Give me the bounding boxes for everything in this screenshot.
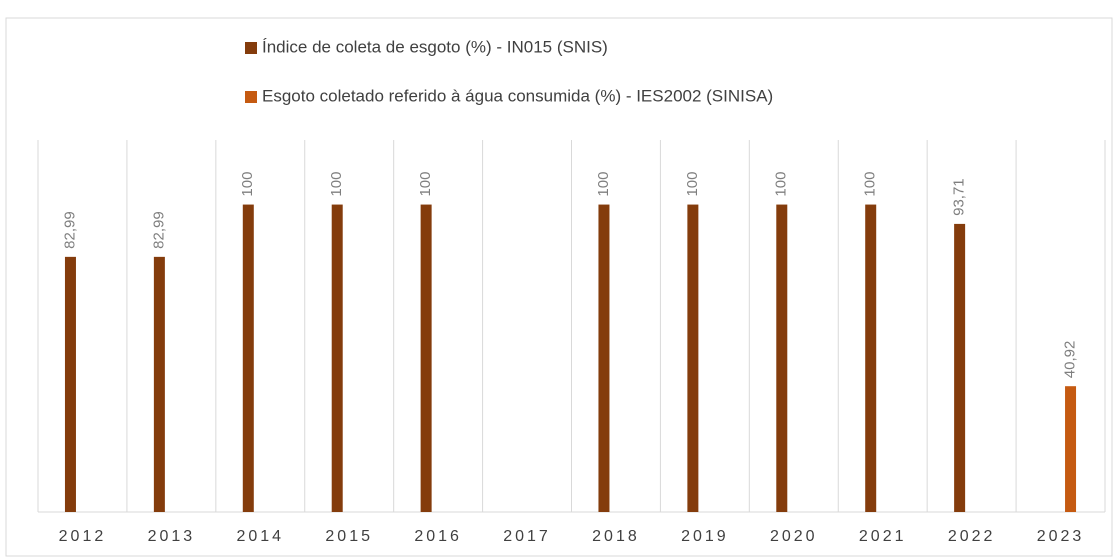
- bar: [1065, 386, 1077, 512]
- bar: [776, 204, 788, 512]
- value-label: 82,99: [61, 211, 78, 249]
- bar: [954, 223, 966, 512]
- x-tick-label: 2012: [59, 528, 107, 545]
- value-label: 100: [773, 172, 790, 197]
- chart-frame: [5, 17, 1113, 557]
- x-tick-label: 2022: [948, 528, 996, 545]
- bar: [153, 256, 165, 512]
- bar: [865, 204, 877, 512]
- legend-label: Esgoto coletado referido à água consumid…: [262, 86, 773, 105]
- x-tick-label: 2021: [859, 528, 907, 545]
- value-label: 100: [239, 172, 256, 197]
- bar: [331, 204, 343, 512]
- value-label: 100: [595, 172, 612, 197]
- value-label: 100: [328, 172, 345, 197]
- legend-label: Índice de coleta de esgoto (%) - IN015 (…: [262, 37, 608, 56]
- value-label: 100: [862, 172, 879, 197]
- x-tick-label: 2018: [592, 528, 640, 545]
- value-label: 100: [417, 172, 434, 197]
- x-tick-label: 2015: [325, 528, 373, 545]
- value-label: 82,99: [150, 211, 167, 249]
- bar: [64, 256, 76, 512]
- bar: [420, 204, 432, 512]
- legend-swatch: [245, 42, 257, 54]
- value-label: 93,71: [951, 178, 968, 216]
- value-label: 40,92: [1062, 341, 1079, 379]
- x-tick-label: 2014: [236, 528, 284, 545]
- x-tick-label: 2013: [148, 528, 196, 545]
- bar: [598, 204, 610, 512]
- x-tick-label: 2017: [503, 528, 551, 545]
- x-tick-label: 2016: [414, 528, 462, 545]
- bar: [242, 204, 254, 512]
- x-tick-label: 2023: [1037, 528, 1085, 545]
- x-tick-label: 2019: [681, 528, 729, 545]
- bar: [687, 204, 699, 512]
- legend-swatch: [245, 91, 257, 103]
- x-tick-label: 2020: [770, 528, 818, 545]
- value-label: 100: [684, 172, 701, 197]
